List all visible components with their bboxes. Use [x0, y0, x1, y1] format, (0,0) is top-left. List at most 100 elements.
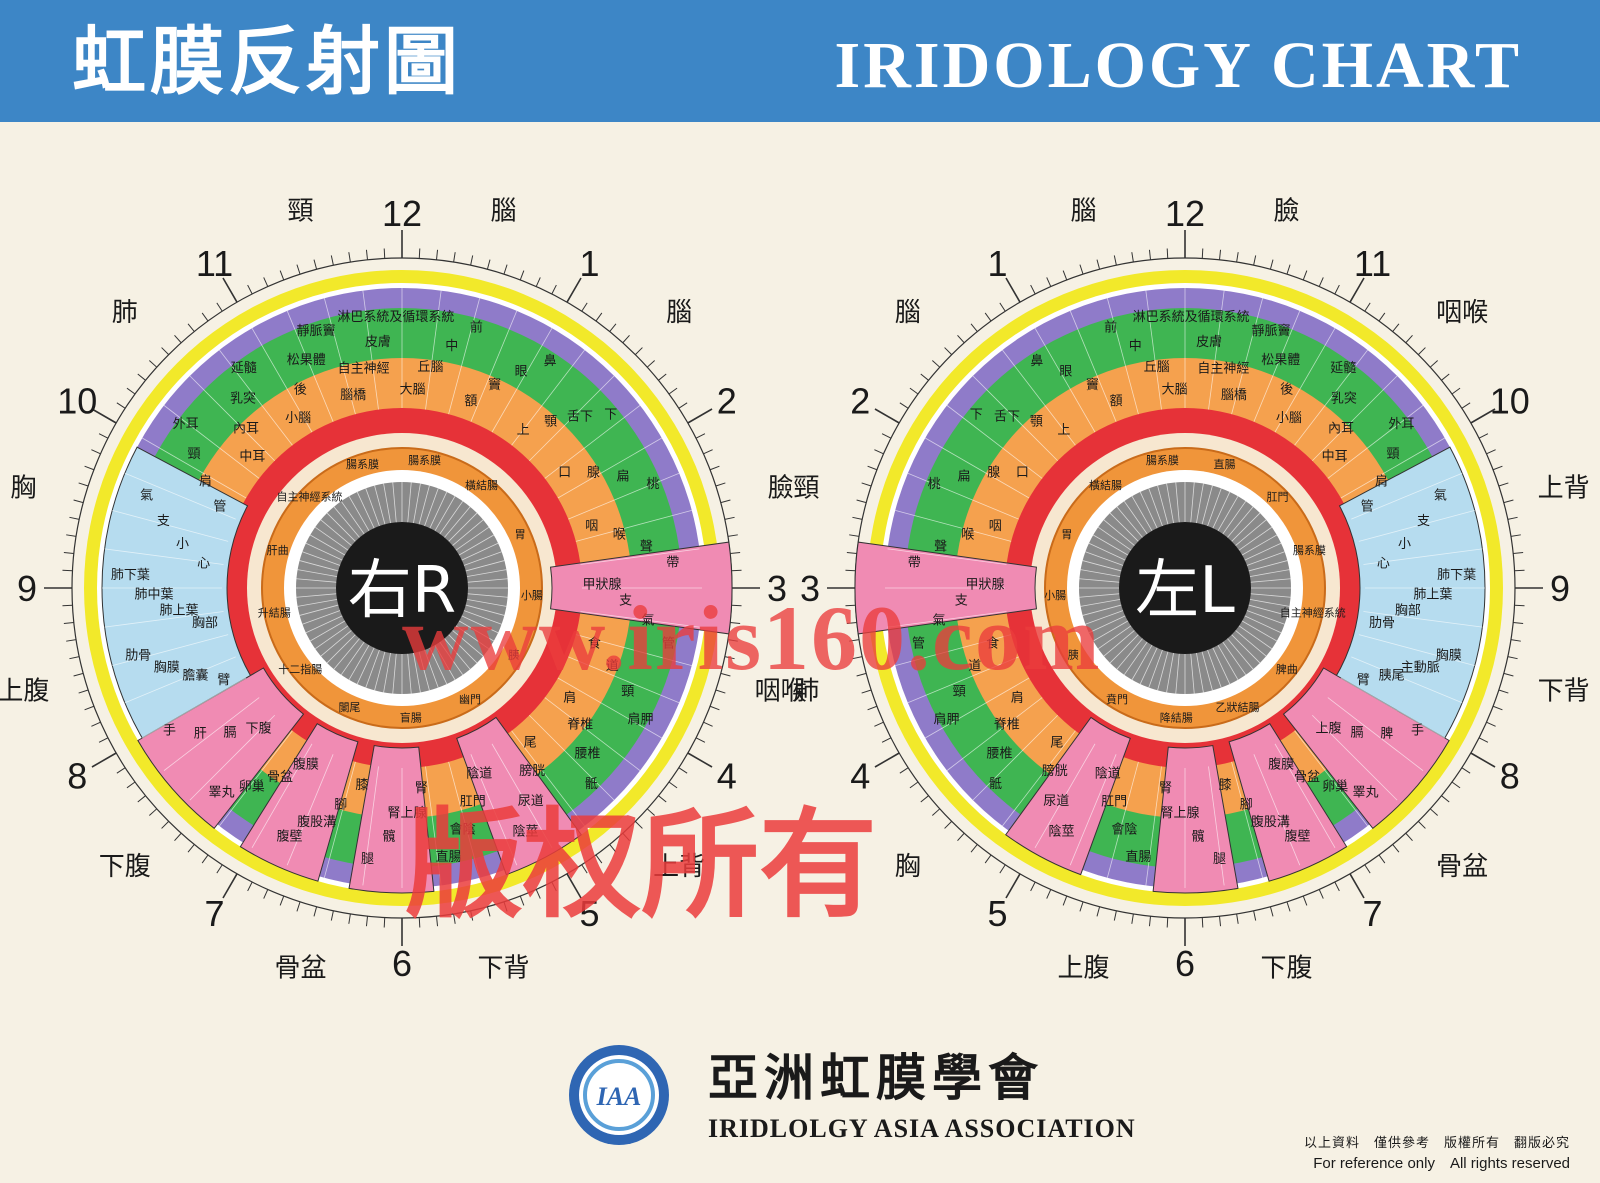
scale-tick: [1486, 721, 1496, 727]
iris-fiber: [365, 488, 381, 528]
ring-label: 丘腦: [417, 360, 443, 375]
scale-tick: [418, 248, 421, 259]
ring-label: 腦橋: [1221, 388, 1247, 403]
ring-label: 食: [588, 636, 601, 652]
ring-divider: [1363, 548, 1483, 565]
ring-label: 膝: [1219, 778, 1232, 793]
ring-divider: [1340, 677, 1446, 739]
scale-tick: [867, 705, 878, 711]
scale-tick: [161, 820, 170, 829]
scale-tick: [846, 551, 857, 555]
scale-tick: [581, 302, 588, 312]
scale-tick: [62, 604, 73, 607]
scale-tick: [73, 672, 84, 677]
ring-label: 腎: [1159, 781, 1172, 796]
scale-tick: [1062, 270, 1068, 281]
ring-divider: [1002, 349, 1076, 446]
scale-tick: [1334, 881, 1340, 892]
iris-fiber: [333, 637, 361, 670]
ring-label: 頸: [621, 685, 634, 700]
iris-fiber: [1080, 598, 1122, 607]
ring-label: 尿道: [518, 794, 544, 809]
iris-fiber: [1079, 578, 1121, 583]
iris-fiber: [314, 526, 349, 552]
scale-tick: [1478, 737, 1489, 743]
scale-tick: [703, 449, 713, 455]
pupil-label: 右R: [348, 554, 456, 628]
scale-tick: [519, 895, 525, 906]
ring-divider: [1363, 611, 1483, 628]
outer-region-label: 下背: [477, 954, 529, 984]
scale-tick: [724, 656, 735, 660]
ring-divider: [286, 310, 334, 422]
outer-region-label: 胸: [895, 852, 921, 882]
scale-tick: [365, 249, 369, 260]
scale-tick: [931, 360, 941, 368]
ring-label: 胸膜: [154, 660, 180, 675]
ring-label: 下腹: [245, 720, 271, 736]
ring-label: 鼻: [1030, 353, 1043, 369]
iris-fiber: [443, 506, 471, 539]
scale-tick: [1441, 795, 1450, 803]
scale-tick: [1113, 255, 1117, 266]
scale-tick: [845, 604, 856, 607]
iris-fiber: [348, 644, 370, 680]
iris-fiber: [392, 652, 397, 694]
scale-tick: [84, 465, 95, 471]
ring-divider: [251, 327, 313, 433]
iris-fiber: [465, 569, 507, 578]
scale-tick: [1510, 639, 1521, 642]
scale-tick: [1478, 433, 1489, 439]
scale-tick: [695, 433, 706, 439]
scale-tick: [724, 516, 735, 520]
ring-divider: [511, 730, 585, 827]
ring-label: 膀胱: [519, 763, 545, 779]
iris-fiber: [314, 624, 349, 650]
ring-label: 延髓: [1330, 361, 1356, 376]
scale-tick: [984, 854, 992, 864]
ring-divider: [251, 743, 313, 849]
clock-number: 5: [579, 893, 599, 934]
iris-fiber: [1085, 551, 1125, 567]
inner-organ-label: 盲腸: [400, 711, 422, 725]
scale-tick: [687, 408, 713, 424]
scale-tick: [1131, 913, 1134, 924]
outer-region-label: 上背: [1538, 474, 1590, 504]
scale-tick: [1461, 402, 1471, 409]
ring-label: 肺上葉: [160, 604, 199, 619]
scale-tick: [1046, 277, 1052, 287]
clock-number: 11: [196, 243, 233, 284]
scale-tick: [658, 795, 667, 803]
iris-fiber: [1201, 485, 1213, 526]
iris-fiber: [1093, 534, 1129, 556]
scale-tick: [595, 312, 603, 322]
iris-fiber: [348, 496, 370, 532]
ring-label: 脾: [1380, 726, 1393, 741]
scale-tick: [1507, 516, 1518, 520]
scale-tick: [999, 864, 1006, 874]
footer-note-chinese: 以上資料 僅供參考 版權所有 翻版必究: [1303, 1136, 1570, 1151]
ring-label: 肺中葉: [135, 588, 174, 603]
ring-divider: [557, 437, 663, 499]
ring-label: 額: [464, 394, 477, 409]
ring-label: 竇: [1086, 378, 1099, 393]
ring-label: 支: [619, 594, 632, 609]
ring-label: 腹股溝: [1251, 814, 1290, 830]
ring-divider: [580, 548, 700, 565]
ring-label: 丘腦: [1144, 360, 1170, 375]
scale-tick: [98, 433, 109, 439]
iris-fiber: [1247, 560, 1288, 572]
ring-divider: [568, 472, 680, 520]
scale-tick: [187, 844, 195, 853]
scale-tick: [1498, 689, 1509, 694]
iris-fiber: [1166, 651, 1175, 693]
scale-tick: [247, 881, 253, 892]
ring-label: 氣: [932, 613, 945, 628]
ring-divider: [124, 472, 236, 520]
ring-divider: [1034, 743, 1096, 849]
scale-tick: [174, 334, 182, 344]
inner-organ-label: 胃: [515, 528, 526, 541]
scale-tick: [852, 656, 863, 660]
ring-label: 肩胛: [628, 712, 654, 728]
